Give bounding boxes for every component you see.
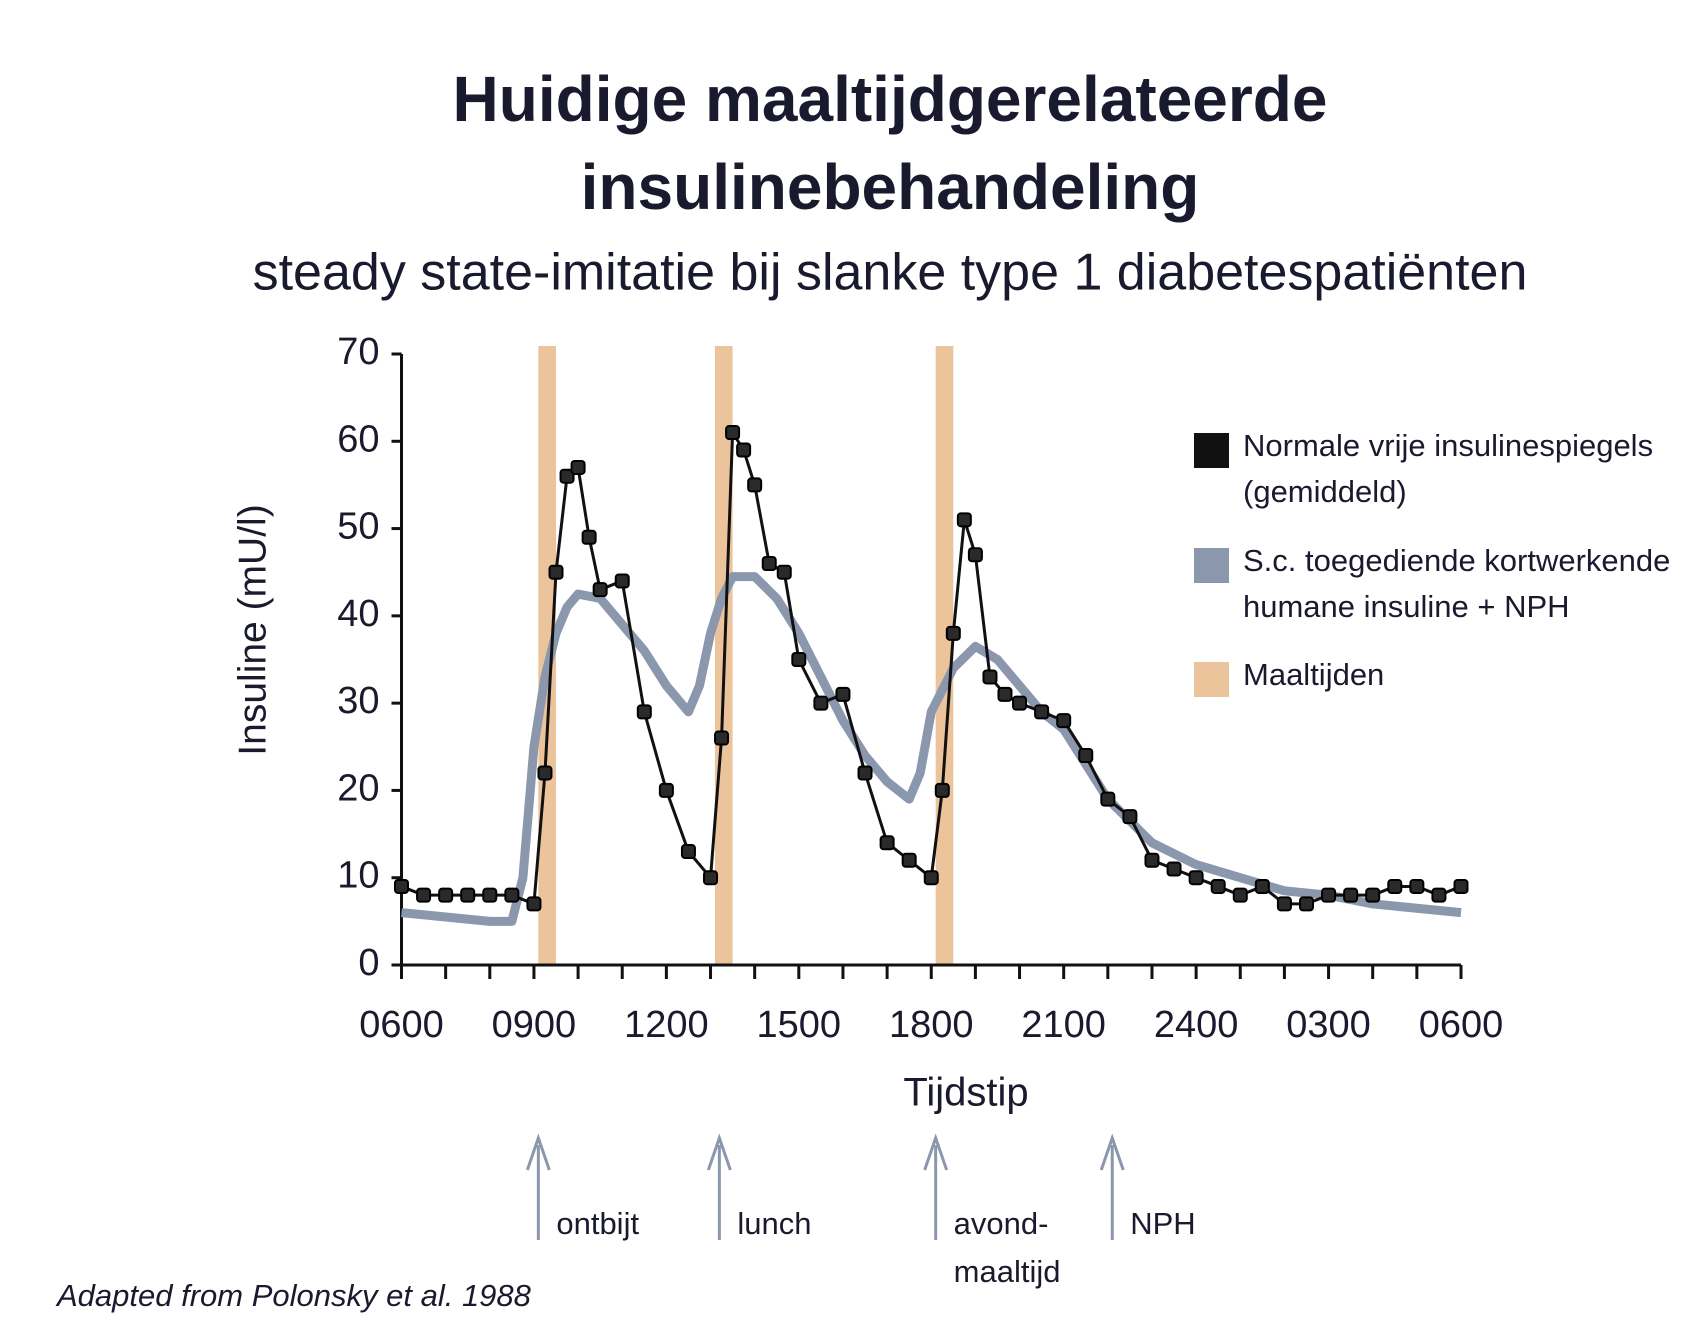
data-point <box>482 887 498 903</box>
data-point <box>1298 896 1314 912</box>
x-tick-label: 1200 <box>624 1004 709 1046</box>
data-point <box>438 887 454 903</box>
data-point <box>1387 878 1403 894</box>
annotation-arrowhead <box>1099 1133 1125 1171</box>
chart-title: Huidige maaltijdgerelateerde <box>453 63 1328 135</box>
annotation-text: NPH <box>1130 1206 1195 1241</box>
annotation-text: ontbijt <box>556 1206 639 1241</box>
data-point <box>1409 878 1425 894</box>
legend-label: Maaltijden <box>1243 657 1385 692</box>
legend-label: S.c. toegediende kortwerkende humane ins… <box>1243 543 1671 624</box>
data-point <box>747 477 763 493</box>
data-point <box>736 442 752 458</box>
data-point <box>537 765 553 781</box>
data-point <box>997 686 1013 702</box>
data-point <box>1056 713 1072 729</box>
data-point <box>636 704 652 720</box>
annotation-arrowhead <box>525 1133 551 1171</box>
data-point <box>1210 878 1226 894</box>
annotation-text: lunch <box>737 1206 811 1241</box>
y-tick-label: 70 <box>337 331 379 373</box>
legend-swatch <box>1194 548 1229 583</box>
data-point <box>835 686 851 702</box>
data-point <box>504 887 520 903</box>
data-point <box>776 564 792 580</box>
data-point <box>725 425 741 441</box>
x-axis-label: Tijdstip <box>903 1071 1028 1115</box>
x-tick-label: 2100 <box>1021 1004 1106 1046</box>
data-point <box>901 852 917 868</box>
y-tick-label: 20 <box>337 767 379 809</box>
data-point <box>879 835 895 851</box>
data-point <box>680 844 696 860</box>
data-point <box>1431 887 1447 903</box>
data-point <box>703 870 719 886</box>
x-tick-label: 0300 <box>1286 1004 1371 1046</box>
annotation-text: maaltijd <box>954 1254 1061 1289</box>
data-point <box>614 573 630 589</box>
data-point <box>813 695 829 711</box>
data-point <box>956 512 972 528</box>
data-point <box>967 547 983 563</box>
data-point <box>1365 887 1381 903</box>
legend-label: Normale vrije insulinespiegels (gemiddel… <box>1243 428 1654 509</box>
x-tick-label: 0600 <box>1419 1004 1504 1046</box>
y-tick-label: 50 <box>337 506 379 548</box>
data-point <box>658 782 674 798</box>
data-point <box>526 896 542 912</box>
data-point <box>1122 809 1138 825</box>
x-tick-label: 0600 <box>359 1004 444 1046</box>
data-point <box>460 887 476 903</box>
data-point <box>791 652 807 667</box>
data-point <box>714 730 730 746</box>
y-tick-label: 0 <box>358 942 379 984</box>
data-point <box>548 564 564 580</box>
annotation-text: avond- <box>954 1206 1049 1241</box>
data-point <box>1254 878 1270 894</box>
data-point <box>559 468 575 484</box>
x-tick-label: 1500 <box>757 1004 842 1046</box>
data-point <box>570 459 586 475</box>
data-point <box>1276 896 1292 912</box>
data-point <box>761 555 777 571</box>
data-point <box>1166 861 1182 877</box>
data-point <box>982 669 998 685</box>
annotation-arrowhead <box>706 1133 732 1171</box>
data-point <box>945 625 961 641</box>
data-point <box>934 782 950 798</box>
data-point <box>1144 852 1160 868</box>
y-tick-label: 60 <box>337 418 379 460</box>
data-point <box>1453 878 1469 894</box>
data-point <box>1232 887 1248 903</box>
chart-subtitle: steady state-imitatie bij slanke type 1 … <box>253 244 1528 302</box>
y-axis-label: Insuline (mU/l) <box>231 504 274 755</box>
data-point <box>857 765 873 781</box>
data-point <box>1034 704 1050 720</box>
annotation-arrowhead <box>923 1133 949 1171</box>
x-tick-label: 2400 <box>1154 1004 1239 1046</box>
y-tick-label: 30 <box>337 680 379 722</box>
data-point <box>416 887 432 903</box>
data-point <box>1012 695 1028 711</box>
data-point <box>1321 887 1337 903</box>
data-point <box>394 878 409 894</box>
legend-swatch <box>1194 662 1229 697</box>
y-tick-label: 10 <box>337 855 379 897</box>
chart-title: insulinebehandeling <box>581 151 1200 223</box>
x-tick-label: 0900 <box>492 1004 577 1046</box>
data-point <box>1100 791 1116 807</box>
data-point <box>1343 887 1359 903</box>
data-point <box>923 870 939 886</box>
data-point <box>592 582 608 598</box>
source: Adapted from Polonsky et al. 1988 <box>55 1278 532 1313</box>
y-tick-label: 40 <box>337 593 379 635</box>
data-point <box>1078 748 1094 764</box>
x-tick-label: 1800 <box>889 1004 974 1046</box>
data-point <box>1188 870 1204 886</box>
data-point <box>581 529 597 545</box>
legend-swatch <box>1194 433 1229 468</box>
